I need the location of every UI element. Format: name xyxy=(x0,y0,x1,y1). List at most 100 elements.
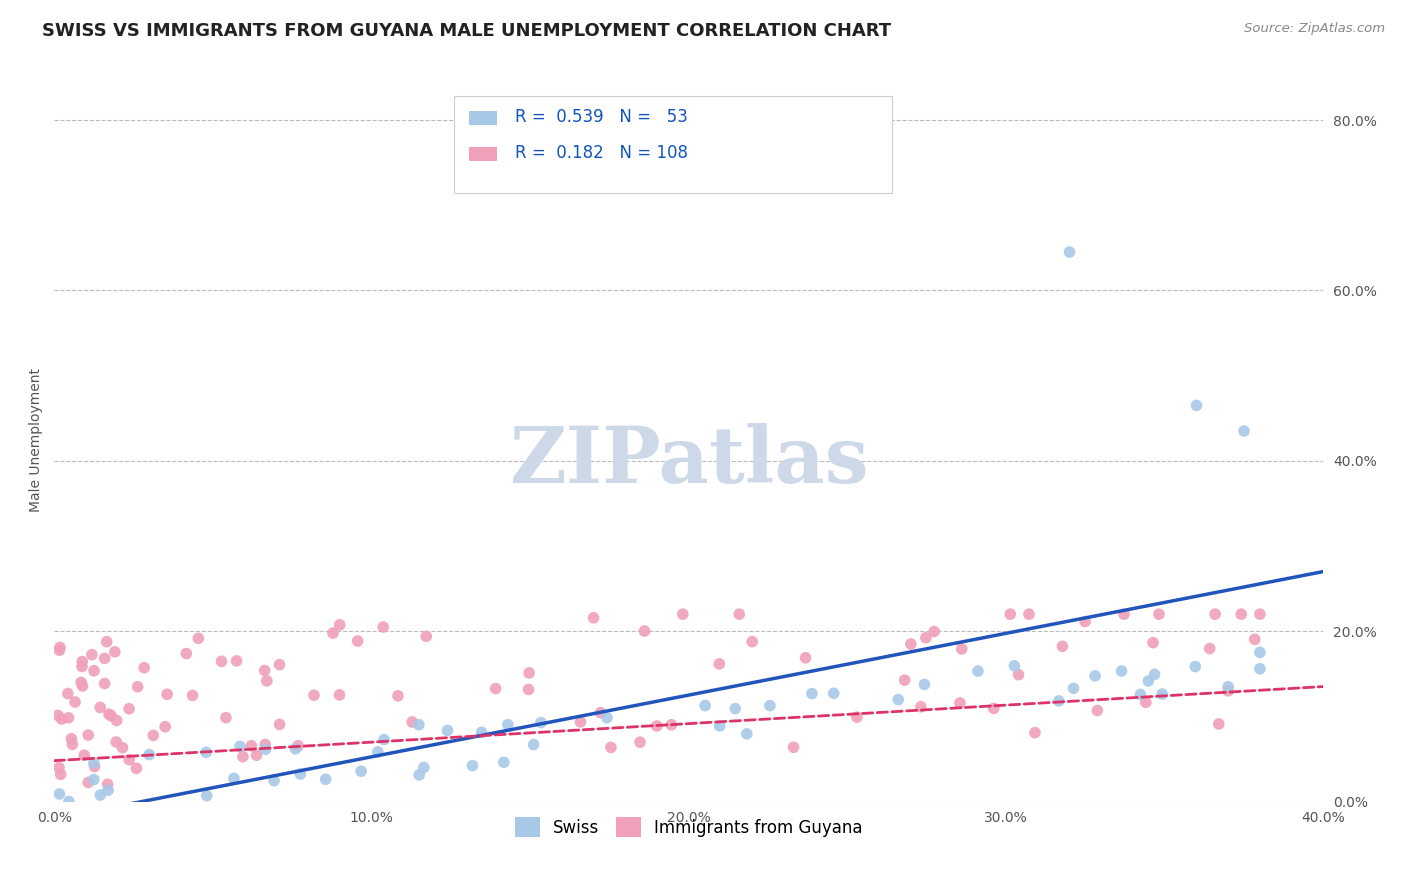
Point xyxy=(672,607,695,622)
Point xyxy=(225,654,247,668)
Point xyxy=(80,648,103,662)
Point xyxy=(153,720,176,734)
Point xyxy=(229,739,252,754)
Point xyxy=(256,673,278,688)
Point xyxy=(1059,245,1081,260)
Point xyxy=(530,715,553,730)
Point xyxy=(408,717,430,731)
Text: ZIPatlas: ZIPatlas xyxy=(509,423,869,500)
Point xyxy=(728,607,751,622)
Point xyxy=(328,688,350,702)
Point xyxy=(596,711,619,725)
Point xyxy=(96,634,118,648)
Point xyxy=(373,732,395,747)
Text: Source: ZipAtlas.com: Source: ZipAtlas.com xyxy=(1244,22,1385,36)
Point xyxy=(222,772,245,786)
Point xyxy=(1084,669,1107,683)
Point xyxy=(893,673,915,687)
Point xyxy=(695,698,717,713)
Point xyxy=(1111,664,1133,678)
Point xyxy=(284,741,307,756)
Point xyxy=(73,748,96,763)
Point xyxy=(912,677,935,691)
FancyBboxPatch shape xyxy=(454,95,891,194)
Point xyxy=(845,710,868,724)
Point xyxy=(290,767,312,781)
Point xyxy=(254,738,277,752)
Point xyxy=(1249,662,1271,676)
Point xyxy=(156,687,179,701)
Point xyxy=(105,714,128,728)
Point xyxy=(367,745,389,759)
Point xyxy=(97,707,120,722)
Point xyxy=(46,708,69,723)
Point xyxy=(48,787,70,801)
Point xyxy=(232,749,254,764)
Point xyxy=(967,664,990,678)
Point xyxy=(1047,694,1070,708)
Point xyxy=(215,711,238,725)
Point xyxy=(83,756,105,770)
Point xyxy=(89,700,111,714)
Point xyxy=(93,676,115,690)
Point xyxy=(253,664,276,678)
Point xyxy=(60,737,83,751)
Point xyxy=(373,620,395,634)
FancyBboxPatch shape xyxy=(470,111,498,125)
Point xyxy=(1085,704,1108,718)
Point xyxy=(412,760,434,774)
Point xyxy=(104,645,127,659)
Point xyxy=(1143,667,1166,681)
Point xyxy=(1249,645,1271,659)
Point xyxy=(724,701,747,715)
Point xyxy=(70,675,93,690)
Point xyxy=(415,629,437,643)
Point xyxy=(1184,659,1206,673)
Point xyxy=(97,777,120,791)
Point xyxy=(1233,424,1256,438)
Point xyxy=(142,728,165,742)
Point xyxy=(569,714,592,729)
Point xyxy=(949,696,972,710)
Point xyxy=(709,719,731,733)
Point xyxy=(461,758,484,772)
Point xyxy=(195,745,218,759)
Point xyxy=(582,611,605,625)
Point xyxy=(922,624,945,639)
Point xyxy=(492,756,515,770)
Point xyxy=(661,718,683,732)
Point xyxy=(387,689,409,703)
Point xyxy=(589,706,612,720)
Point xyxy=(254,742,277,756)
Point xyxy=(77,728,100,742)
Point xyxy=(51,712,73,726)
Point xyxy=(401,714,423,729)
Point xyxy=(741,634,763,648)
Point xyxy=(1185,399,1208,413)
Point xyxy=(56,686,79,700)
Point xyxy=(1000,607,1022,622)
Point xyxy=(910,699,932,714)
Point xyxy=(1249,607,1271,622)
Point xyxy=(138,747,160,762)
Point xyxy=(1152,687,1174,701)
Point xyxy=(1024,725,1046,739)
Text: R =  0.539   N =   53: R = 0.539 N = 53 xyxy=(515,108,688,127)
Point xyxy=(58,795,80,809)
Point xyxy=(89,788,111,802)
Point xyxy=(195,789,218,803)
Point xyxy=(245,748,267,763)
Point xyxy=(735,727,758,741)
Point xyxy=(914,631,936,645)
Point xyxy=(1218,683,1240,698)
Point xyxy=(1230,607,1253,622)
Point xyxy=(1074,615,1097,629)
Point xyxy=(48,761,70,775)
Point xyxy=(322,626,344,640)
Point xyxy=(1218,680,1240,694)
Point xyxy=(1052,640,1074,654)
Point xyxy=(709,657,731,671)
Point xyxy=(60,731,83,746)
Point xyxy=(263,773,285,788)
Point xyxy=(70,659,93,673)
